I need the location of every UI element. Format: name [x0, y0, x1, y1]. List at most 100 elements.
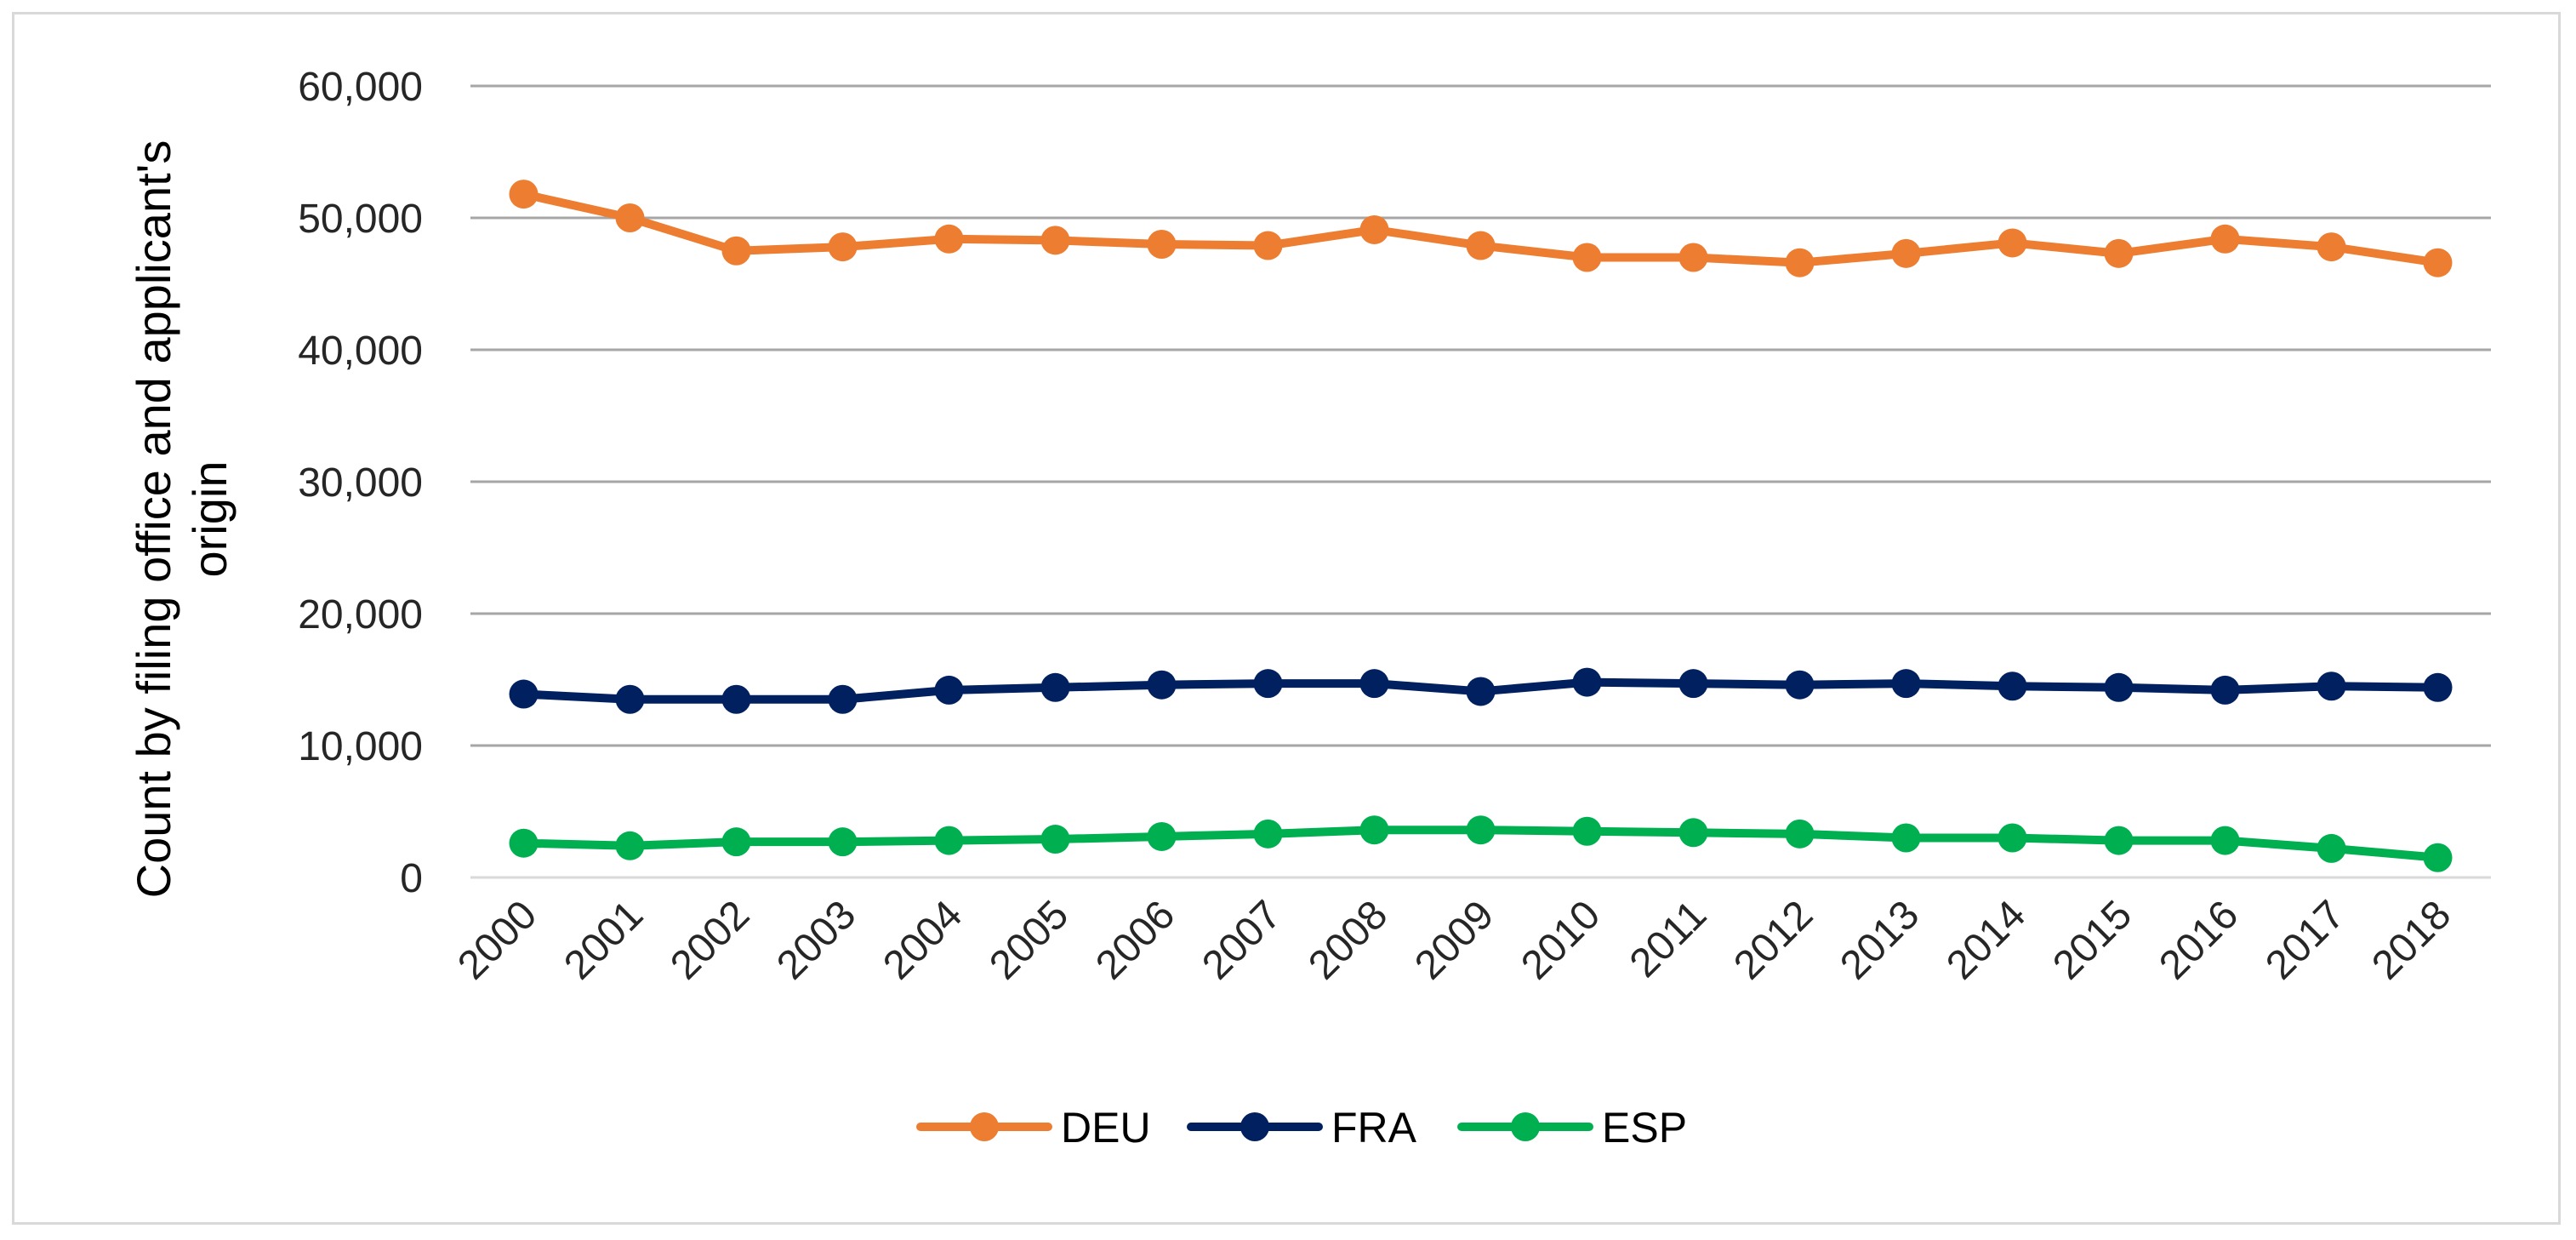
data-point — [934, 675, 964, 705]
data-point — [828, 684, 858, 714]
x-tick-label: 2015 — [2044, 892, 2140, 988]
data-point — [1359, 669, 1389, 699]
legend-swatch-marker — [1240, 1112, 1269, 1141]
x-tick-label: 2016 — [2151, 892, 2247, 988]
legend-label: FRA — [1331, 1104, 1417, 1151]
data-point — [1040, 672, 1070, 702]
data-point — [2317, 671, 2346, 701]
data-point — [2210, 826, 2240, 855]
data-point — [1466, 677, 1496, 706]
data-point — [1678, 669, 1708, 699]
data-point — [1253, 819, 1283, 849]
x-tick-label: 2014 — [1938, 892, 2034, 988]
data-point — [1572, 816, 1602, 846]
chart-frame — [12, 12, 2561, 1225]
y-axis-title-line: origin — [183, 461, 237, 578]
data-point — [509, 180, 539, 209]
y-tick-label: 10,000 — [298, 724, 423, 769]
data-point — [721, 827, 751, 857]
legend-label: ESP — [1602, 1104, 1687, 1151]
data-point — [1040, 825, 1070, 854]
data-point — [2317, 232, 2346, 262]
y-tick-label: 40,000 — [298, 329, 423, 374]
data-point — [1040, 226, 1070, 255]
data-point — [1466, 231, 1496, 260]
x-tick-label: 2002 — [662, 892, 758, 988]
series-group — [509, 180, 2453, 872]
data-point — [1253, 669, 1283, 699]
y-axis-title: Count by filing office and applicant'sor… — [127, 140, 237, 899]
legend-item-esp: ESP — [1457, 1104, 1687, 1151]
y-tick-label: 30,000 — [298, 460, 423, 506]
x-tick-label: 2005 — [981, 892, 1077, 988]
y-tick-label: 50,000 — [298, 197, 423, 242]
data-point — [2104, 672, 2134, 702]
x-tick-label: 2007 — [1194, 892, 1290, 988]
data-point — [2104, 826, 2134, 855]
data-point — [1572, 667, 1602, 697]
legend-swatch-marker — [1511, 1112, 1540, 1141]
x-tick-label: 2012 — [1725, 892, 1821, 988]
series-deu — [509, 180, 2453, 277]
data-point — [1253, 231, 1283, 260]
data-point — [2423, 248, 2453, 277]
data-point — [934, 826, 964, 855]
y-tick-label: 60,000 — [298, 65, 423, 110]
legend-label: DEU — [1061, 1104, 1151, 1151]
data-point — [1147, 670, 1177, 700]
data-point — [1147, 821, 1177, 851]
y-tick-labels: 0 10,000 20,000 30,000 40,000 50,000 60,000 — [298, 65, 423, 901]
data-point — [2423, 672, 2453, 702]
data-point — [1359, 214, 1389, 244]
data-point — [1572, 243, 1602, 272]
data-point — [1785, 670, 1815, 700]
y-tick-label: 0 — [400, 856, 423, 901]
data-point — [1998, 228, 2027, 258]
data-point — [615, 203, 645, 232]
x-tick-label: 2010 — [1513, 892, 1609, 988]
data-point — [721, 684, 751, 714]
data-point — [828, 232, 858, 262]
legend-item-fra: FRA — [1187, 1104, 1417, 1151]
data-point — [1147, 230, 1177, 259]
x-tick-label: 2008 — [1300, 892, 1396, 988]
legend-item-deu: DEU — [916, 1104, 1151, 1151]
y-axis-title-line: Count by filing office and applicant's — [127, 140, 180, 899]
series-fra — [509, 667, 2453, 714]
data-point — [1998, 823, 2027, 853]
x-tick-label: 2001 — [556, 892, 652, 988]
data-point — [1891, 238, 1921, 268]
data-point — [1891, 669, 1921, 699]
data-point — [509, 679, 539, 709]
data-point — [1678, 818, 1708, 848]
data-point — [1785, 819, 1815, 849]
data-point — [1678, 243, 1708, 272]
series-esp — [509, 815, 2453, 872]
data-point — [828, 827, 858, 857]
data-point — [1785, 248, 1815, 277]
data-point — [2104, 238, 2134, 268]
x-tick-label: 2009 — [1406, 892, 1502, 988]
x-tick-labels: 2000 2001 2002 2003 2004 2005 2006 2007 2008 2009… — [449, 892, 2459, 988]
data-point — [721, 236, 751, 266]
x-tick-label: 2000 — [449, 892, 545, 988]
data-point — [2423, 843, 2453, 872]
x-tick-label: 2017 — [2257, 892, 2353, 988]
data-point — [2317, 833, 2346, 863]
data-point — [1466, 815, 1496, 845]
x-tick-label: 2006 — [1087, 892, 1183, 988]
data-point — [615, 831, 645, 860]
data-point — [934, 224, 964, 254]
data-point — [1891, 823, 1921, 853]
x-tick-label: 2018 — [2363, 892, 2459, 988]
data-point — [615, 684, 645, 714]
data-point — [2210, 675, 2240, 705]
data-point — [509, 828, 539, 858]
legend-swatch-marker — [970, 1112, 999, 1141]
x-tick-label: 2013 — [1832, 892, 1928, 988]
gridlines — [470, 84, 2491, 879]
data-point — [2210, 224, 2240, 254]
y-tick-label: 20,000 — [298, 592, 423, 637]
legend: DEU FRA ESP — [916, 1104, 1687, 1151]
